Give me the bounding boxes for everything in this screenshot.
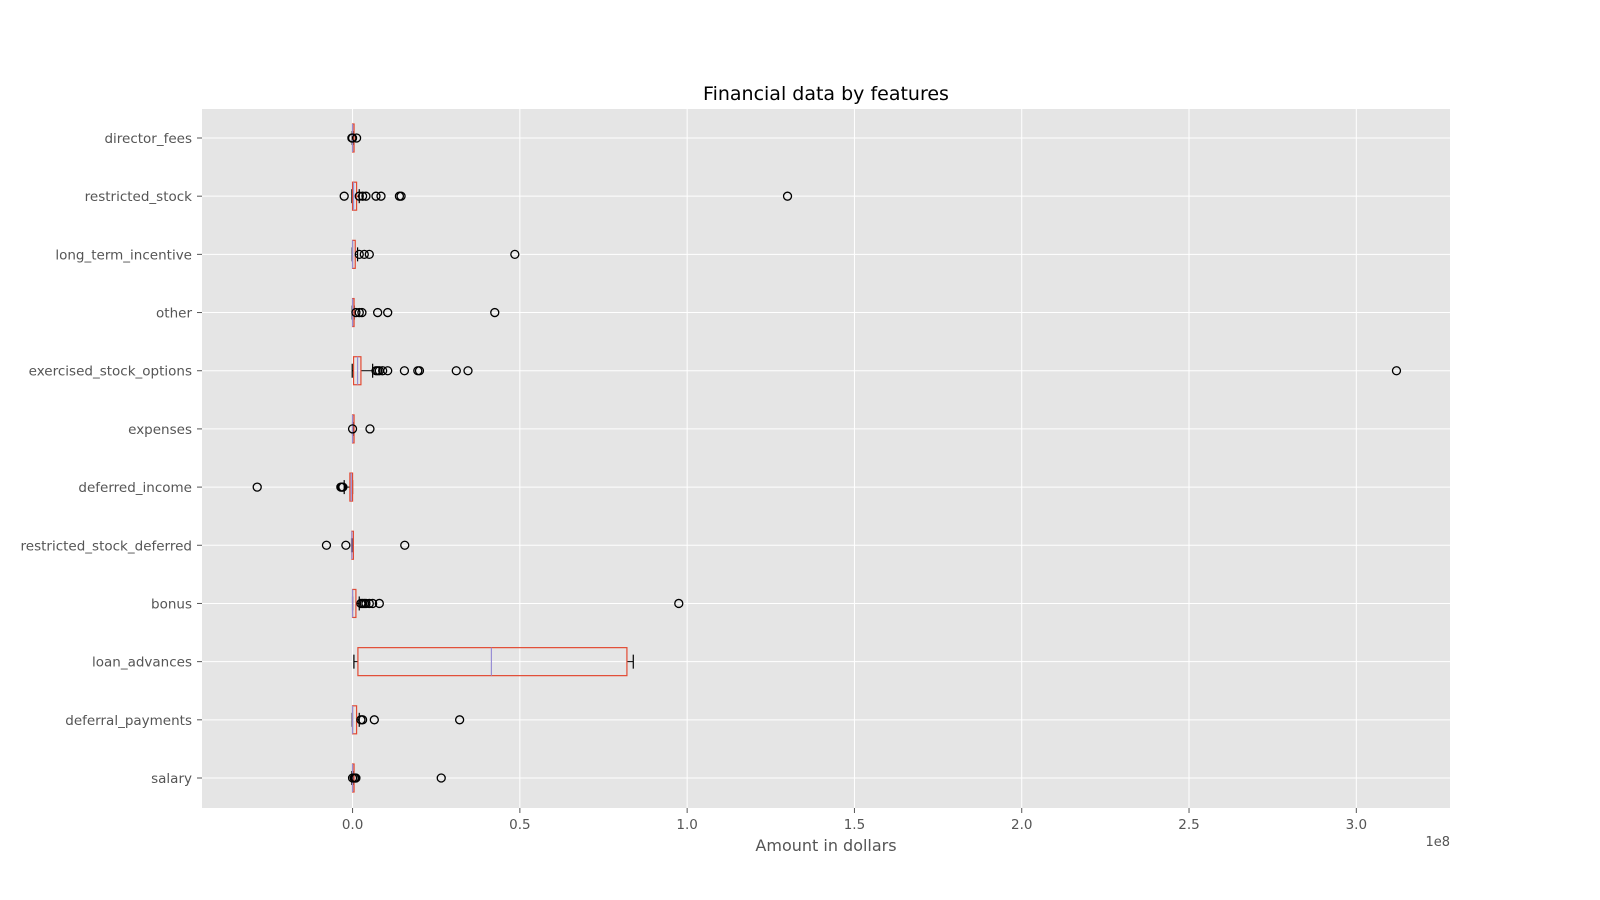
outlier-point <box>463 366 473 376</box>
box-group <box>321 530 410 560</box>
outlier-point <box>383 366 393 376</box>
y-tick-label: salary <box>151 771 192 787</box>
outlier-point <box>339 191 349 201</box>
y-tick-label: loan_advances <box>92 655 192 671</box>
outlier-point <box>341 540 351 550</box>
y-tick-label: deferral_payments <box>65 713 192 729</box>
outlier-point <box>354 191 364 201</box>
outlier-point <box>454 715 465 725</box>
box-group <box>353 647 634 677</box>
outlier-point <box>361 598 371 609</box>
outlier-point <box>376 191 386 201</box>
outlier-point <box>399 366 410 376</box>
box-group <box>347 414 375 444</box>
outlier-point <box>321 540 332 550</box>
x-tick-label: 3.0 <box>1346 817 1367 833</box>
box-group <box>252 472 354 502</box>
outlier-point <box>357 191 368 201</box>
outlier-point <box>369 715 379 725</box>
outlier-point <box>451 366 461 376</box>
outlier-point <box>490 307 500 318</box>
box-group <box>347 763 446 793</box>
outlier-point <box>357 715 368 725</box>
box-iqr <box>357 647 628 677</box>
y-tick-label: bonus <box>151 596 192 612</box>
box-group <box>351 705 465 735</box>
outlier-point <box>354 249 364 260</box>
y-tick-label: deferred_income <box>78 480 192 496</box>
y-tick-label: long_term_incentive <box>55 247 192 263</box>
outlier-point <box>371 191 381 201</box>
y-tick-label: director_fees <box>104 131 192 147</box>
outlier-point <box>436 773 446 783</box>
box-iqr <box>351 181 358 211</box>
outlier-point <box>347 424 358 434</box>
outlier-point <box>359 249 369 260</box>
outlier-point <box>674 598 684 609</box>
box-group <box>351 297 500 328</box>
outlier-point <box>364 249 374 260</box>
x-tick-label: 1.5 <box>844 817 865 833</box>
outlier-point <box>365 424 375 434</box>
outlier-point <box>351 307 361 318</box>
outlier-point <box>782 191 793 201</box>
x-tick-label: 2.5 <box>1178 817 1199 833</box>
y-tick-label: restricted_stock_deferred <box>21 538 192 554</box>
outlier-point <box>338 482 348 492</box>
box-group <box>351 239 520 269</box>
x-tick-label: 0.0 <box>342 817 363 833</box>
y-tick-label: exercised_stock_options <box>29 364 192 380</box>
outlier-point <box>367 598 378 609</box>
box-group <box>339 181 793 211</box>
outlier-point <box>1391 366 1402 376</box>
box-series <box>252 123 1402 793</box>
box-group <box>351 588 684 619</box>
outlier-point <box>252 482 262 492</box>
outlier-point <box>347 133 358 143</box>
box-group <box>351 356 1402 386</box>
outlier-point <box>378 366 388 376</box>
y-tick-label: other <box>156 306 192 322</box>
x-axis-label: Amount in dollars <box>755 836 896 855</box>
outlier-point <box>351 133 362 143</box>
outlier-point <box>373 307 383 318</box>
x-tick-label: 2.0 <box>1011 817 1032 833</box>
outlier-point <box>400 540 410 550</box>
box-group <box>347 123 362 153</box>
outlier-point <box>510 249 520 260</box>
outlier-point <box>351 773 361 783</box>
x-axis-ticks: 0.0 0.5 1.0 1.5 2.0 2.5 3.0 <box>342 808 1367 833</box>
grid-lines <box>202 109 1450 808</box>
plot-area <box>202 109 1450 808</box>
y-tick-label: expenses <box>128 422 192 438</box>
x-tick-label: 1.0 <box>676 817 697 833</box>
x-axis-offset-label: 1e8 <box>1425 835 1450 850</box>
y-axis-ticks: salary deferral_payments loan_advances bonu… <box>21 131 202 787</box>
outlier-point <box>364 598 374 609</box>
outlier-point <box>414 366 425 376</box>
x-tick-label: 0.5 <box>509 817 530 833</box>
outlier-point <box>374 598 384 609</box>
outlier-point <box>396 191 406 201</box>
outlier-point <box>383 307 393 318</box>
chart-title: Financial data by features <box>703 83 949 105</box>
outlier-point <box>357 307 367 318</box>
y-tick-label: restricted_stock <box>85 189 193 205</box>
outlier-point <box>361 191 371 201</box>
outlier-point <box>354 307 364 318</box>
